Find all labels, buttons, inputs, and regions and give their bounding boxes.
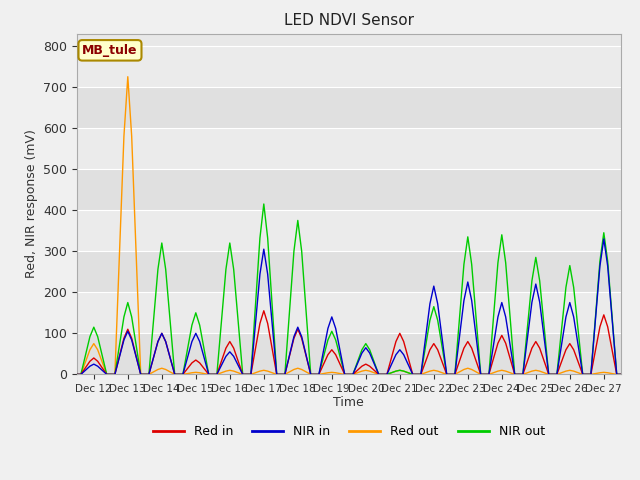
Bar	[77, 292, 621, 333]
Bar	[77, 169, 621, 210]
Title: LED NDVI Sensor: LED NDVI Sensor	[284, 13, 414, 28]
Legend: Red in, NIR in, Red out, NIR out: Red in, NIR in, Red out, NIR out	[148, 420, 550, 443]
Bar	[77, 251, 621, 292]
Bar	[77, 87, 621, 128]
Y-axis label: Red, NIR response (mV): Red, NIR response (mV)	[24, 130, 38, 278]
Bar	[77, 46, 621, 87]
Bar	[77, 128, 621, 169]
X-axis label: Time: Time	[333, 396, 364, 408]
Bar	[77, 333, 621, 374]
Bar	[77, 210, 621, 251]
Text: MB_tule: MB_tule	[82, 44, 138, 57]
